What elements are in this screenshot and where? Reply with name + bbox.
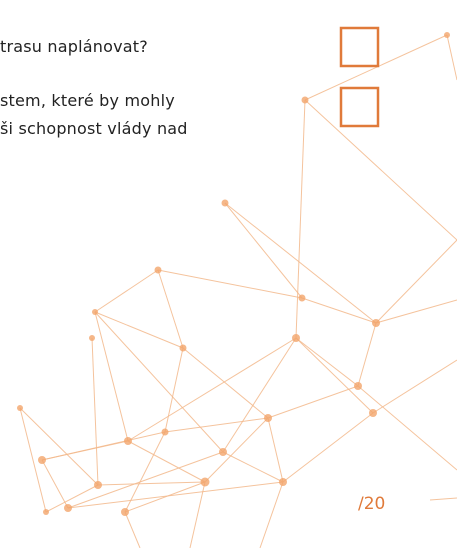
checkbox[interactable] [341, 88, 378, 126]
text-line: stem, které by mohly [0, 91, 175, 110]
page-number: /20 [358, 494, 385, 514]
page: trasu naplánovat? stem, které by mohly š… [0, 0, 457, 548]
checkbox[interactable] [341, 28, 378, 66]
text-line: ši schopnost vlády nad [0, 119, 188, 138]
text-line: trasu naplánovat? [0, 37, 148, 56]
network-decoration [0, 0, 457, 548]
